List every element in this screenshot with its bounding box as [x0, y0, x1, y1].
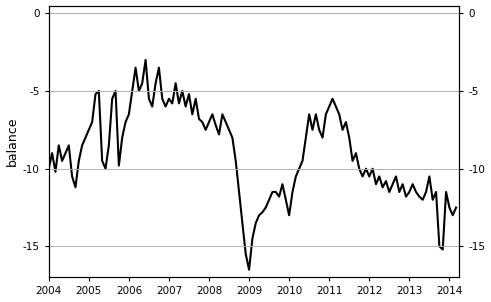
Y-axis label: balance: balance: [5, 117, 19, 166]
